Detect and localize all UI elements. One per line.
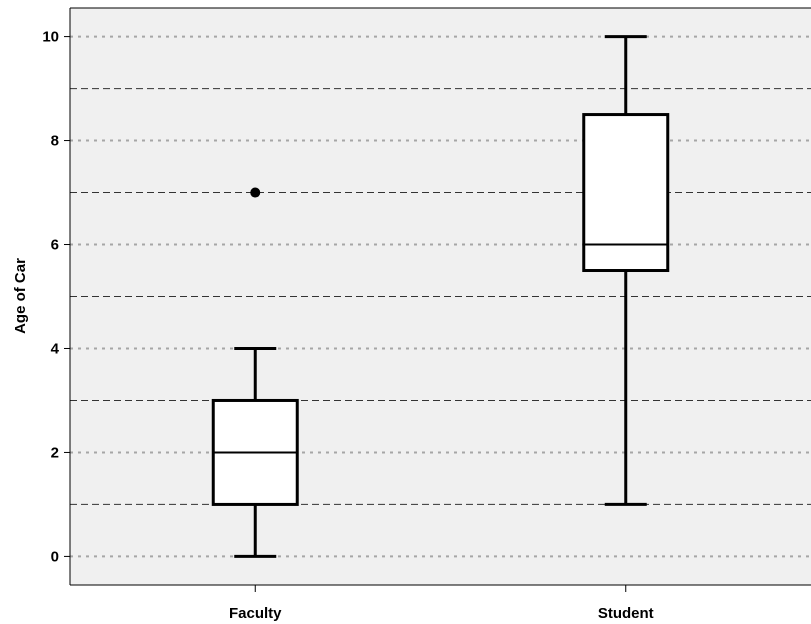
- y-tick-label: 0: [51, 548, 59, 565]
- y-tick-label: 10: [42, 29, 59, 46]
- box-faculty: [211, 187, 299, 558]
- y-axis-title: Age of Car: [12, 258, 29, 334]
- box-student: [582, 35, 670, 506]
- y-tick-label: 4: [51, 340, 60, 357]
- x-tick-label: Faculty: [229, 605, 282, 622]
- x-axis-ticks: Faculty Student: [229, 585, 654, 622]
- boxes: [211, 35, 670, 558]
- outlier-point: [250, 187, 261, 198]
- y-tick-label: 6: [51, 237, 59, 254]
- grid-lines: [70, 35, 811, 558]
- y-tick-label: 2: [51, 444, 59, 461]
- y-axis-ticks: 0 2 4 6 8 10: [42, 29, 70, 565]
- y-tick-label: 8: [51, 133, 59, 150]
- iqr-box: [582, 113, 670, 273]
- x-tick-label: Student: [598, 605, 654, 622]
